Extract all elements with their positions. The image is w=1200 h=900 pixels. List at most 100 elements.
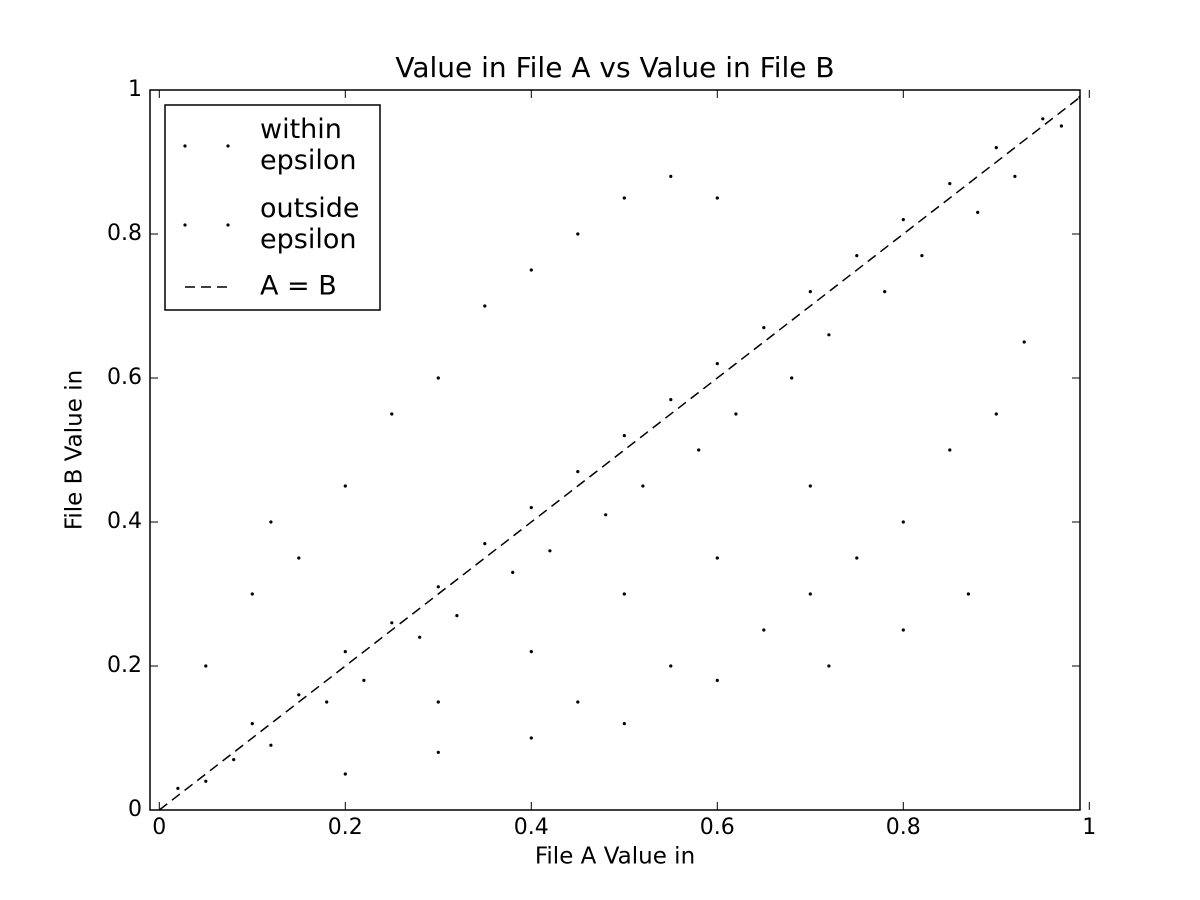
plot-frame [149, 89, 1081, 811]
data-point [436, 376, 440, 380]
data-point [436, 750, 440, 755]
data-point [622, 196, 626, 200]
legend-label: A = B [260, 271, 337, 302]
y-tick-label: 0 [128, 797, 142, 822]
data-point [994, 412, 998, 416]
data-point [976, 210, 980, 214]
data-point [529, 736, 533, 740]
data-point [641, 484, 645, 488]
legend-marker [226, 144, 230, 148]
data-point [1059, 124, 1063, 128]
data-point [436, 585, 440, 589]
data-point [948, 182, 952, 186]
data-point [297, 693, 301, 697]
data-point [390, 621, 394, 625]
data-point [529, 268, 533, 272]
data-point [232, 758, 236, 762]
y-tick-label: 0.2 [107, 653, 142, 678]
data-point [483, 304, 487, 308]
data-point [715, 362, 719, 366]
data-point [1022, 340, 1026, 344]
data-point [855, 556, 859, 560]
data-point [343, 650, 347, 654]
plot-area [158, 95, 1080, 810]
data-point [715, 678, 719, 683]
data-point [808, 592, 812, 596]
data-point [697, 448, 701, 452]
data-point [622, 722, 626, 726]
data-point [669, 398, 673, 402]
data-point [436, 700, 440, 704]
legend-marker [183, 223, 187, 227]
data-point [362, 678, 366, 683]
data-point [762, 326, 766, 330]
legend-marker [183, 144, 187, 148]
data-point [529, 650, 533, 654]
legend-label: outside epsilon [260, 193, 360, 255]
data-point [511, 570, 515, 575]
data-point [994, 146, 998, 150]
data-point [734, 412, 738, 416]
y-axis-label: File B Value in [62, 370, 88, 530]
data-point [1041, 117, 1045, 121]
data-point [269, 743, 273, 747]
data-point [622, 592, 626, 596]
data-point [325, 700, 329, 704]
data-point [576, 232, 580, 236]
data-point [827, 333, 831, 337]
data-point [418, 635, 422, 639]
data-point [548, 549, 552, 553]
data-point [483, 542, 487, 546]
x-tick-label: 0.2 [328, 815, 363, 840]
data-point [901, 628, 905, 632]
data-point [204, 664, 208, 668]
data-point [966, 592, 971, 596]
y-tick-label: 1 [128, 77, 142, 102]
x-tick-label: 0.8 [886, 815, 921, 840]
data-point [604, 513, 608, 517]
data-point [790, 376, 794, 380]
data-point [901, 218, 905, 222]
data-point [250, 722, 254, 726]
data-point [808, 484, 812, 488]
data-point [1013, 174, 1017, 178]
data-point [204, 779, 208, 783]
x-tick-label: 1 [1082, 815, 1096, 840]
x-axis-label: File A Value in [535, 844, 695, 870]
data-point [948, 448, 952, 452]
data-point [343, 484, 347, 488]
data-point [529, 506, 533, 510]
data-point [715, 556, 719, 560]
y-tick-label: 0.6 [107, 365, 142, 390]
data-point [390, 412, 394, 416]
data-point [343, 772, 347, 776]
data-point [669, 174, 673, 178]
chart-title: Value in File A vs Value in File B [395, 51, 834, 84]
data-point [855, 254, 859, 258]
data-point [920, 254, 924, 258]
data-point [176, 786, 180, 791]
data-point [808, 290, 812, 294]
data-point [827, 664, 831, 668]
y-tick-label: 0.4 [107, 509, 142, 534]
x-tick-label: 0.4 [514, 815, 549, 840]
legend-marker [226, 223, 230, 227]
x-tick-label: 0.6 [700, 815, 735, 840]
data-point [622, 434, 626, 438]
data-point [297, 556, 301, 560]
reference-line [158, 96, 1080, 810]
y-tick-label: 0.8 [107, 221, 142, 246]
data-point [669, 664, 673, 668]
data-point [576, 700, 580, 704]
legend-label: within epsilon [260, 114, 356, 176]
data-point [883, 290, 887, 294]
data-point [269, 520, 273, 524]
x-tick-label: 0 [152, 815, 166, 840]
data-point [762, 628, 766, 632]
data-point [901, 520, 905, 524]
data-point [715, 196, 719, 200]
data-point [455, 614, 459, 618]
data-point [250, 592, 254, 596]
data-point [576, 470, 580, 474]
